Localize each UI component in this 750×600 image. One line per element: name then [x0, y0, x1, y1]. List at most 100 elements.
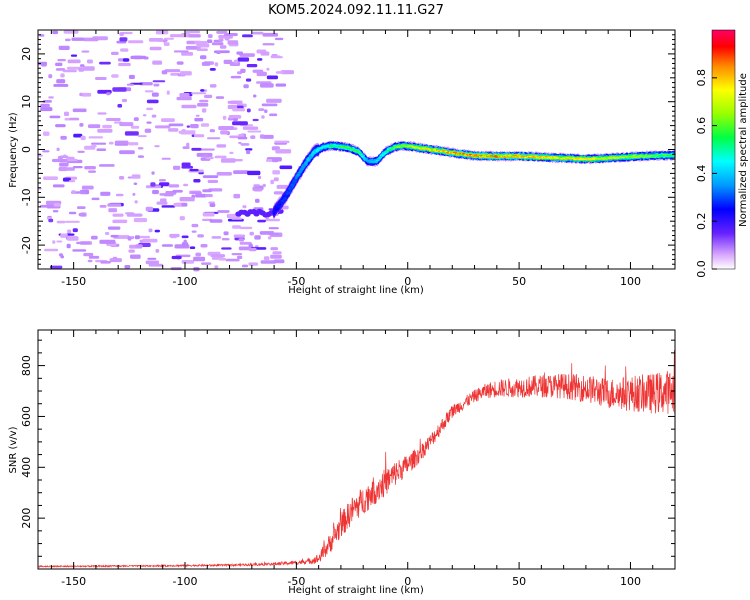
spectrogram-trace-cell: [290, 184, 294, 188]
spectrogram-noise-cell: [239, 53, 255, 57]
colorbar-tick-label: 0.2: [695, 212, 708, 230]
spectrogram-noise-cell: [216, 50, 221, 54]
spectrogram-noise-cell: [169, 233, 180, 238]
spectrogram-noise-cell: [119, 37, 128, 42]
spectrogram-noise-cell: [83, 252, 94, 257]
spectrogram-noise-cell: [211, 236, 222, 239]
spectrogram-trace-cell: [296, 173, 300, 177]
spectrogram-noise-cell: [266, 67, 270, 71]
spectrogram-noise-cell: [183, 239, 187, 244]
colorbar-gradient: [712, 30, 735, 269]
spectrogram-noise-cell: [181, 162, 191, 167]
spectrogram-noise-cell: [239, 241, 252, 245]
spectrogram-noise-cell: [151, 171, 155, 175]
spectrogram-noise-cell: [168, 123, 184, 127]
spectrogram-noise-cell: [161, 205, 176, 208]
spectrogram-noise-cell: [99, 164, 115, 167]
spectrogram-noise-cell: [154, 145, 160, 148]
spectrogram-noise-cell: [60, 255, 64, 259]
spectrogram-noise-cell: [62, 69, 77, 73]
spectrogram-noise-cell: [84, 166, 96, 170]
spectrogram-noise-cell: [191, 223, 199, 228]
x-tick-label: -50: [287, 575, 305, 588]
spectrogram-noise-cell: [127, 236, 132, 241]
spectrogram-noise-cell: [152, 80, 166, 83]
spectrogram-noise-cell: [191, 92, 207, 95]
spectrogram-noise-cell: [134, 235, 140, 240]
spectrogram-noise-cell: [183, 183, 188, 187]
spectrogram-noise-cell: [263, 256, 270, 261]
spectrogram-noise-cell: [99, 239, 116, 244]
spectrogram-noise-cell: [266, 159, 273, 162]
spectrogram-trace-cell: [287, 189, 291, 193]
spectrogram-noise-cell: [83, 66, 95, 71]
spectrogram-noise-cell: [57, 59, 66, 62]
spectrogram-noise-cell: [67, 229, 72, 234]
spectrogram-noise-cell: [68, 211, 77, 215]
spectrogram-noise-cell: [210, 254, 226, 258]
spectrogram-noise-cell: [67, 236, 79, 241]
spectrogram-noise-cell: [144, 90, 154, 93]
spectrogram-noise-cell: [122, 58, 130, 62]
spectrogram-trace-cell: [381, 154, 385, 156]
spectrogram-noise-cell: [233, 193, 241, 199]
spectrogram-noise-cell: [266, 98, 282, 103]
snr-panel: -150 -100 -50 0 50 100 200 400 600 800 Height of …: [8, 329, 676, 596]
spectrogram-noise-cell: [77, 150, 85, 153]
spectrogram-trace-cell: [389, 148, 393, 151]
spectrogram-noise-cell: [209, 68, 216, 71]
x-tick-label: 100: [620, 275, 641, 288]
spectrogram-noise-cell: [274, 140, 290, 144]
y-tick-label: 800: [20, 355, 33, 376]
spectrogram-trace-cell: [304, 161, 308, 164]
spectrogram-noise-cell: [150, 182, 156, 187]
spectrogram-noise-cell: [142, 114, 147, 117]
spectrogram-noise-cell: [260, 83, 274, 88]
spectrogram-trace-cell: [300, 168, 304, 171]
spectrogram-noise-cell: [214, 62, 219, 67]
spectrogram-noise-cell: [97, 128, 113, 133]
spectrogram-noise-cell: [52, 158, 68, 163]
spectrogram-trace-cell: [359, 154, 363, 156]
spectrogram-noise-cell: [221, 247, 232, 250]
spectrogram-noise-cell: [162, 39, 167, 43]
colorbar-tick-label: 0.4: [695, 165, 708, 183]
spectrogram-noise-cell: [38, 61, 47, 66]
spectrogram-noise-cell: [138, 235, 150, 239]
spectrogram-noise-cell: [60, 135, 67, 140]
spectrogram-noise-cell: [40, 204, 54, 208]
spectrogram-noise-cell: [155, 30, 169, 35]
spectrogram-noise-cell: [265, 218, 280, 222]
spectrogram-noise-cell: [64, 220, 80, 223]
x-tick-label: 0: [404, 275, 411, 288]
spectrogram-noise-cell: [67, 59, 81, 64]
snr-background: [38, 330, 675, 569]
spectrogram-noise-cell: [190, 124, 199, 129]
spectrogram-noise-cell: [128, 142, 139, 146]
spectrogram-noise-cell: [44, 248, 59, 252]
spectrogram-noise-cell: [148, 38, 164, 42]
spectrogram-noise-cell: [180, 71, 192, 76]
spectrogram-noise-cell: [200, 55, 207, 60]
spectrogram-noise-cell: [227, 104, 238, 109]
spectrogram-trace-cell: [362, 157, 366, 159]
spectrogram-noise-cell: [248, 243, 253, 248]
spectrogram-noise-cell: [81, 92, 92, 97]
spectrogram-noise-cell: [111, 74, 119, 78]
spectrogram-noise-cell: [60, 233, 68, 238]
spectrogram-trace-cell: [375, 159, 379, 162]
spectrogram-noise-cell: [279, 165, 293, 170]
spectrogram-noise-cell: [133, 218, 148, 223]
spectrogram-noise-cell: [139, 82, 153, 86]
colorbar-frame: [711, 29, 736, 270]
x-tick-label: -50: [287, 275, 305, 288]
spectrogram-noise-cell: [200, 89, 205, 92]
spectrogram-noise-cell: [55, 124, 66, 128]
spectrogram-xlabel: Height of straight line (km): [288, 285, 424, 296]
spectrogram-noise-cell: [126, 83, 134, 86]
spectrogram-noise-cell: [52, 210, 59, 213]
spectrogram-noise-cell: [106, 92, 111, 96]
spectrogram-noise-cell: [163, 37, 174, 40]
spectrogram-noise-cell: [247, 170, 261, 176]
spectrogram-noise-cell: [119, 122, 134, 127]
